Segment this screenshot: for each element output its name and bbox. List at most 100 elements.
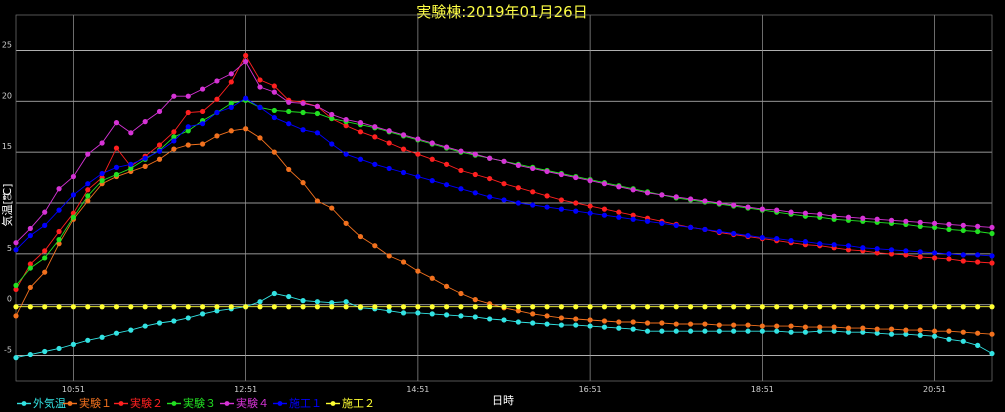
- data-point: [300, 180, 306, 186]
- data-point: [372, 134, 378, 140]
- data-point: [386, 304, 392, 310]
- data-point: [314, 103, 321, 109]
- x-tick-label: 16:51: [579, 385, 602, 394]
- data-point: [917, 223, 923, 229]
- data-point: [501, 158, 507, 164]
- data-point: [946, 226, 952, 233]
- data-point: [659, 192, 665, 198]
- data-point: [185, 304, 191, 310]
- data-point: [616, 209, 622, 215]
- data-point: [530, 311, 536, 317]
- data-point: [329, 141, 335, 147]
- legend-label: 実験３: [183, 396, 216, 410]
- data-point: [989, 230, 995, 237]
- data-point: [185, 142, 191, 148]
- data-point: [85, 187, 91, 193]
- data-point: [42, 209, 48, 215]
- data-point: [687, 328, 694, 334]
- data-point: [544, 168, 550, 175]
- data-point: [530, 320, 536, 326]
- data-point: [960, 222, 966, 228]
- data-point: [400, 304, 407, 310]
- data-point: [13, 286, 19, 293]
- data-point: [415, 173, 421, 180]
- data-point: [659, 220, 665, 226]
- data-point: [487, 175, 493, 182]
- data-point: [27, 225, 33, 232]
- data-point: [515, 185, 521, 191]
- data-point: [831, 324, 837, 330]
- data-point: [817, 211, 823, 217]
- data-point: [702, 328, 708, 334]
- data-point: [70, 173, 77, 180]
- data-point: [989, 350, 995, 357]
- data-point: [544, 313, 550, 319]
- data-point: [228, 104, 234, 110]
- data-point: [788, 323, 794, 329]
- data-point: [673, 328, 679, 334]
- data-point: [142, 304, 148, 310]
- data-point: [673, 194, 679, 200]
- data-point: [185, 124, 191, 130]
- data-point: [314, 110, 321, 117]
- data-point: [472, 304, 478, 310]
- data-point: [443, 161, 450, 167]
- data-point: [85, 151, 91, 157]
- data-point: [199, 108, 206, 115]
- data-point: [860, 304, 866, 310]
- data-point: [687, 196, 694, 202]
- legend-marker: [67, 401, 73, 406]
- legend-marker: [224, 401, 230, 406]
- data-point: [975, 259, 981, 265]
- data-point: [443, 182, 450, 188]
- data-point: [400, 310, 407, 316]
- legend-label: 施工１: [289, 397, 322, 410]
- data-point: [429, 178, 435, 184]
- data-point: [386, 308, 392, 314]
- data-point: [501, 304, 507, 310]
- legend-label: 実験４: [236, 396, 269, 410]
- data-point: [788, 329, 794, 335]
- data-point: [644, 328, 651, 334]
- data-point: [286, 99, 292, 105]
- data-point: [128, 130, 134, 136]
- data-point: [85, 198, 91, 204]
- data-point: [314, 198, 321, 204]
- data-point: [27, 232, 33, 239]
- data-point: [601, 304, 608, 310]
- data-point: [472, 190, 478, 196]
- data-point: [831, 242, 837, 248]
- data-point: [587, 210, 593, 216]
- data-point: [13, 355, 19, 361]
- data-point: [243, 126, 249, 132]
- data-point: [243, 52, 249, 59]
- data-point: [400, 132, 407, 138]
- data-point: [630, 319, 636, 325]
- data-point: [587, 203, 593, 209]
- x-tick-label: 18:51: [751, 385, 774, 394]
- data-point: [199, 121, 206, 127]
- data-point: [975, 223, 981, 229]
- data-point: [357, 233, 364, 240]
- data-point: [156, 320, 163, 326]
- data-point: [415, 268, 421, 274]
- data-point: [960, 227, 966, 234]
- y-tick-label: -5: [4, 346, 12, 355]
- data-point: [731, 202, 737, 208]
- data-point: [802, 239, 809, 245]
- data-point: [917, 332, 923, 338]
- data-point: [185, 128, 191, 134]
- data-point: [716, 322, 722, 328]
- data-point: [400, 259, 407, 265]
- data-point: [931, 333, 938, 339]
- data-point: [630, 304, 636, 310]
- data-point: [558, 197, 565, 203]
- data-point: [975, 330, 981, 336]
- legend-label: 外気温: [33, 396, 66, 410]
- data-point: [946, 336, 952, 342]
- data-point: [27, 304, 33, 310]
- grid-lines: [15, 14, 993, 382]
- data-point: [300, 127, 306, 133]
- data-point: [85, 304, 91, 310]
